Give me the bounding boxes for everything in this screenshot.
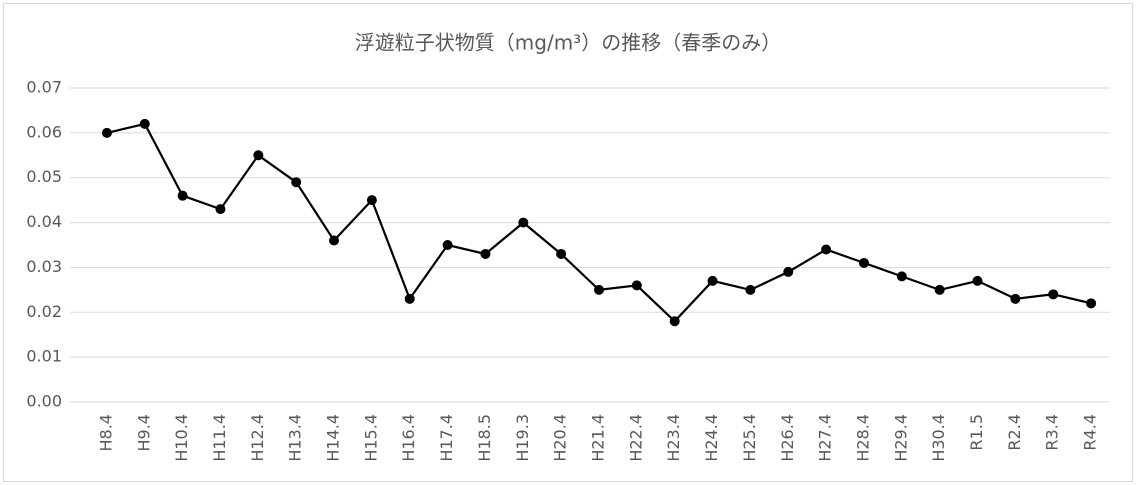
data-point [821, 244, 832, 255]
y-tick-label: 0.05 [26, 167, 62, 186]
x-tick-label: H21.4 [589, 414, 608, 462]
chart-border [3, 3, 1133, 482]
x-tick-label: H25.4 [740, 414, 759, 462]
x-tick-label: R1.5 [967, 414, 986, 451]
data-point [934, 284, 945, 295]
y-tick-label: 0.04 [26, 212, 62, 231]
data-point [594, 284, 604, 295]
x-tick-label: H20.4 [551, 414, 570, 462]
y-tick-label: 0.03 [26, 257, 62, 276]
x-tick-label: R4.4 [1081, 414, 1100, 451]
data-point [669, 316, 680, 327]
data-point [1048, 289, 1059, 300]
data-point [1010, 293, 1021, 304]
x-tick-label: H16.4 [399, 414, 418, 462]
x-tick-label: H8.4 [96, 414, 115, 451]
x-tick-label: H15.4 [361, 414, 380, 462]
x-tick-label: H23.4 [664, 414, 683, 462]
data-point [631, 280, 642, 291]
x-tick-label: H10.4 [172, 414, 191, 462]
chart-title: 浮遊粒子状物質（mg/m³）の推移（春季のみ） [355, 31, 781, 55]
y-tick-label: 0.01 [26, 347, 62, 366]
data-point [291, 177, 302, 188]
y-tick-label: 0.02 [26, 302, 62, 321]
data-point [972, 275, 983, 286]
data-point [707, 275, 718, 286]
data-point [215, 204, 226, 215]
y-tick-label: 0.00 [26, 392, 62, 411]
data-point [253, 150, 264, 161]
data-point [896, 271, 907, 282]
x-tick-label: H18.5 [475, 414, 494, 462]
data-point [783, 266, 794, 277]
data-point [745, 284, 756, 295]
data-point [329, 235, 340, 246]
data-point [101, 127, 112, 138]
data-point [177, 190, 188, 201]
data-point [366, 195, 377, 206]
data-point [518, 217, 529, 228]
y-tick-label: 0.06 [26, 122, 62, 141]
data-point [139, 118, 150, 129]
x-tick-label: H14.4 [324, 414, 343, 462]
data-point [442, 240, 453, 250]
data-point [480, 248, 491, 259]
x-tick-label: R3.4 [1043, 414, 1062, 451]
x-tick-label: H17.4 [437, 414, 456, 462]
y-tick-label: 0.07 [26, 78, 62, 97]
x-tick-label: H30.4 [929, 414, 948, 462]
data-point [404, 293, 415, 304]
x-tick-label: H27.4 [816, 414, 835, 462]
x-tick-label: H13.4 [286, 414, 305, 462]
x-tick-label: H24.4 [702, 414, 721, 462]
x-tick-label: R2.4 [1005, 414, 1024, 451]
x-tick-label: H29.4 [891, 414, 910, 462]
data-point [556, 248, 567, 259]
data-point [1086, 298, 1097, 309]
x-tick-label: H28.4 [853, 414, 872, 462]
x-tick-label: H9.4 [134, 414, 153, 451]
x-tick-label: H26.4 [778, 414, 797, 462]
x-tick-label: H22.4 [626, 414, 645, 462]
x-tick-label: H12.4 [248, 414, 267, 462]
x-tick-label: H11.4 [210, 414, 229, 462]
data-point [858, 257, 869, 268]
x-tick-label: H19.3 [513, 414, 532, 462]
